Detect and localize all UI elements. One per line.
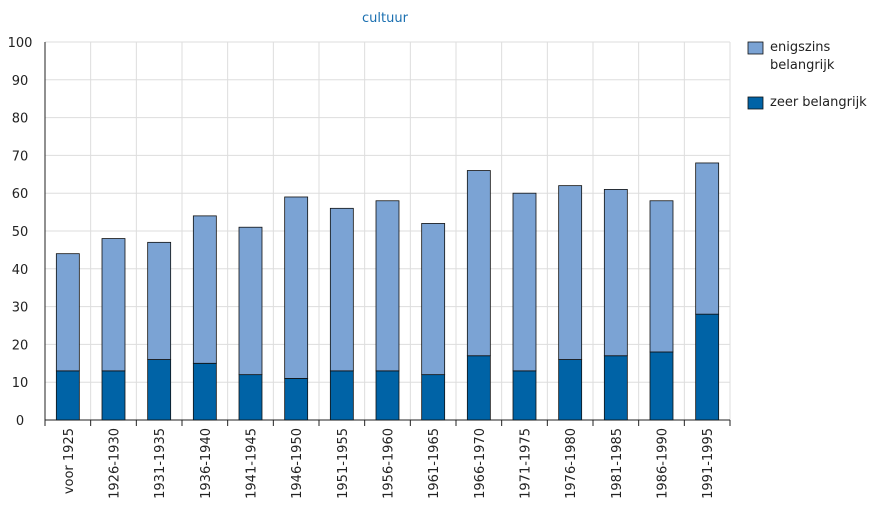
bar [421,223,446,376]
bar [284,196,309,379]
bar [512,192,537,372]
x-tick-label: 1926-1930 [108,428,123,499]
bar [375,200,400,372]
bar [649,351,674,421]
y-tick-label: 20 [12,338,29,353]
bar [238,374,263,421]
legend-swatch [747,96,764,110]
x-tick-label: 1986-1990 [656,428,671,499]
chart-title: cultuur [362,11,409,26]
y-tick-label: 0 [16,414,24,429]
bar [101,370,126,421]
x-tick-label: 1961-1965 [427,428,442,499]
y-tick-label: 70 [12,149,29,164]
x-tick-label: 1966-1970 [473,428,488,499]
bar [512,370,537,421]
y-tick-label: 30 [12,301,29,316]
bar [603,189,628,357]
legend-label: enigszins belangrijk [770,40,835,73]
x-tick-label: voor 1925 [62,428,77,494]
bar [375,370,400,421]
bar [147,359,172,421]
x-tick-label: 1946-1950 [290,428,305,499]
bar [558,185,583,360]
bar [192,215,217,364]
bar [55,253,80,372]
bar [695,162,720,315]
bar [192,362,217,421]
bar [558,359,583,421]
x-tick-label: 1951-1955 [336,428,351,499]
y-tick-label: 50 [12,225,29,240]
x-tick-label: 1956-1960 [382,428,397,499]
bar [421,374,446,421]
bar [101,238,126,372]
bar [603,355,628,421]
bar [695,313,720,421]
bar [147,241,172,360]
y-tick-label: 80 [12,112,29,127]
y-tick-label: 90 [12,74,29,89]
bar [466,170,491,357]
x-tick-label: 1991-1995 [701,428,716,499]
y-tick-label: 100 [8,36,33,51]
x-tick-label: 1931-1935 [153,428,168,499]
bar [466,355,491,421]
x-tick-label: 1971-1975 [519,428,534,499]
bar [284,378,309,421]
legend-label: zeer belangrijk [770,95,867,110]
legend-swatch [747,41,764,55]
bar [329,370,354,421]
y-tick-label: 60 [12,187,29,202]
bar [329,207,354,372]
y-tick-label: 40 [12,263,29,278]
x-tick-label: 1936-1940 [199,428,214,499]
bar [649,200,674,353]
x-tick-label: 1981-1985 [610,428,625,499]
x-tick-label: 1941-1945 [245,428,260,499]
x-tick-label: 1976-1980 [564,428,579,499]
bar [238,226,263,376]
y-tick-label: 10 [12,376,29,391]
bar [55,370,80,421]
